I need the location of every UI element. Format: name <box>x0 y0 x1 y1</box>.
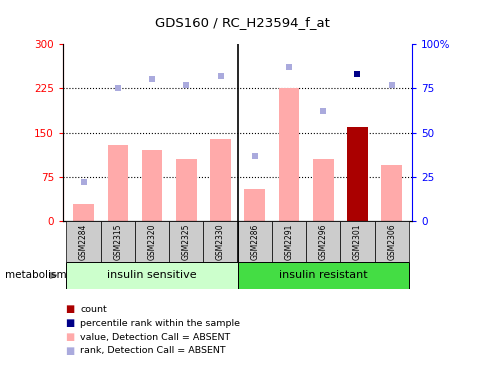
Bar <box>312 159 333 221</box>
Bar <box>237 262 408 289</box>
Text: GDS160 / RC_H23594_f_at: GDS160 / RC_H23594_f_at <box>155 16 329 30</box>
Text: insulin resistant: insulin resistant <box>278 270 367 280</box>
Bar <box>244 189 264 221</box>
Text: GSM2286: GSM2286 <box>250 223 259 260</box>
Text: ■: ■ <box>65 346 75 356</box>
Text: GSM2291: GSM2291 <box>284 223 293 260</box>
Bar <box>101 221 135 262</box>
Text: insulin sensitive: insulin sensitive <box>107 270 197 280</box>
Bar <box>278 88 299 221</box>
Bar <box>176 159 196 221</box>
Bar <box>107 145 128 221</box>
Text: ■: ■ <box>65 332 75 342</box>
Bar <box>340 221 374 262</box>
Text: GSM2315: GSM2315 <box>113 223 122 260</box>
Text: GSM2325: GSM2325 <box>182 223 190 260</box>
Text: GSM2301: GSM2301 <box>352 223 361 260</box>
Text: ■: ■ <box>65 318 75 328</box>
Bar <box>380 165 401 221</box>
Bar <box>237 221 272 262</box>
Bar <box>272 221 305 262</box>
Bar <box>169 221 203 262</box>
Text: GSM2306: GSM2306 <box>386 223 395 260</box>
Text: value, Detection Call = ABSENT: value, Detection Call = ABSENT <box>80 333 230 341</box>
Text: GSM2284: GSM2284 <box>79 223 88 260</box>
Text: metabolism: metabolism <box>5 270 66 280</box>
Text: rank, Detection Call = ABSENT: rank, Detection Call = ABSENT <box>80 347 225 355</box>
Text: GSM2296: GSM2296 <box>318 223 327 260</box>
Bar <box>135 221 169 262</box>
Bar <box>347 127 367 221</box>
Bar <box>203 221 237 262</box>
Bar <box>141 150 162 221</box>
Text: count: count <box>80 305 106 314</box>
Text: ■: ■ <box>65 304 75 314</box>
Text: GSM2320: GSM2320 <box>147 223 156 260</box>
Bar <box>66 262 237 289</box>
Bar <box>374 221 408 262</box>
Text: percentile rank within the sample: percentile rank within the sample <box>80 319 240 328</box>
Bar <box>73 203 94 221</box>
Bar <box>305 221 340 262</box>
Text: GSM2330: GSM2330 <box>215 223 225 260</box>
Bar <box>210 139 230 221</box>
Bar <box>66 221 101 262</box>
